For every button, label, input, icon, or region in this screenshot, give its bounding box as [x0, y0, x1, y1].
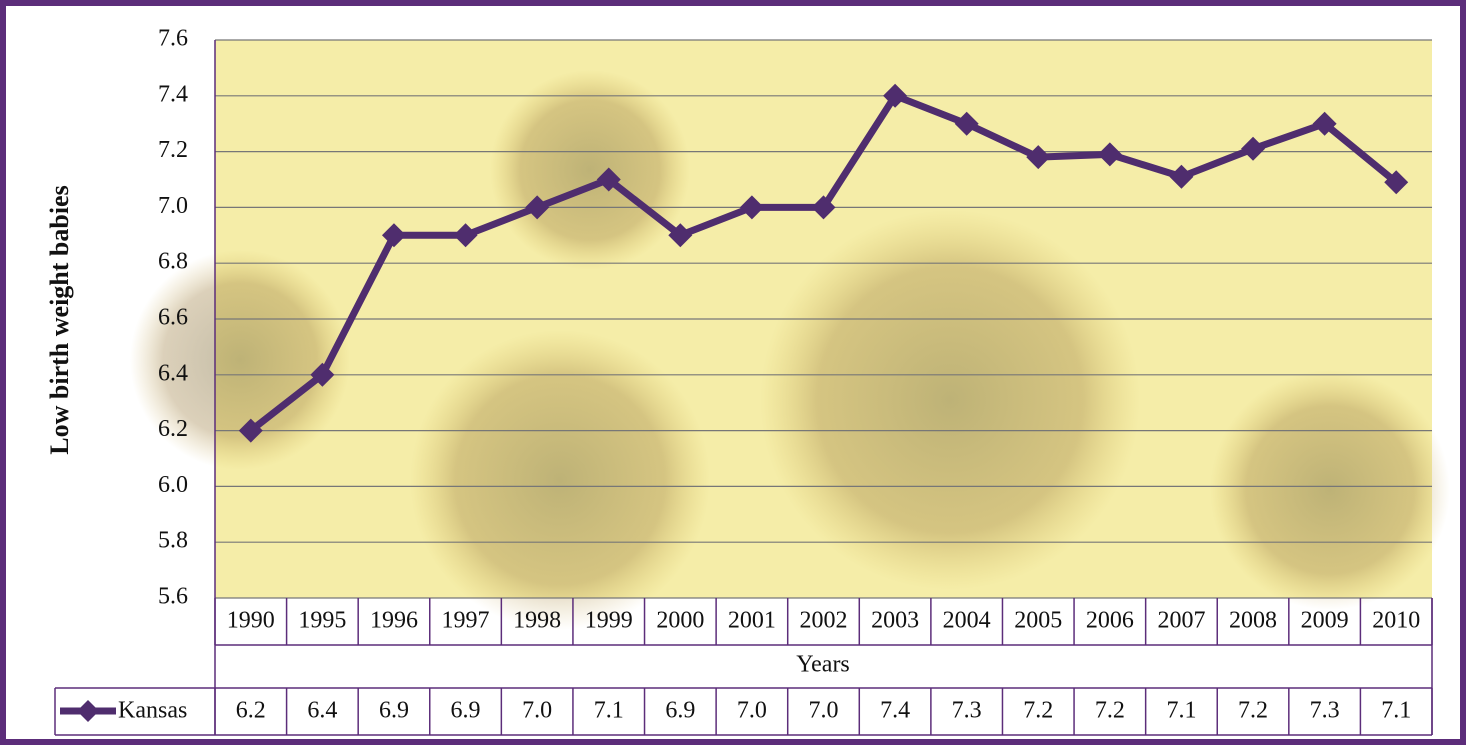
table-value: 7.2: [1238, 698, 1268, 724]
x-tick-label: 2000: [656, 608, 704, 634]
table-value: 7.1: [1381, 698, 1411, 724]
x-tick-label: 2005: [1014, 608, 1062, 634]
x-tick-label: 1990: [227, 608, 275, 634]
table-value: 6.9: [451, 698, 481, 724]
x-tick-label: 1995: [298, 608, 346, 634]
y-tick-label: 7.4: [158, 81, 188, 107]
table-value: 7.0: [522, 698, 552, 724]
table-value: 7.2: [1095, 698, 1125, 724]
x-tick-label: 2008: [1229, 608, 1277, 634]
x-axis-label: Years: [796, 652, 850, 678]
table-value: 7.1: [1166, 698, 1196, 724]
y-tick-label: 7.0: [158, 193, 188, 219]
y-tick-label: 5.8: [158, 528, 188, 554]
x-tick-label: 1999: [585, 608, 633, 634]
table-value: 7.0: [809, 698, 839, 724]
table-value: 6.2: [236, 698, 266, 724]
x-tick-label: 2007: [1157, 608, 1205, 634]
y-tick-label: 6.6: [158, 305, 188, 331]
x-tick-label: 2002: [800, 608, 848, 634]
table-value: 7.3: [1310, 698, 1340, 724]
chart: Low birth weight babies Years Kansas 5.6…: [0, 0, 1468, 746]
table-value: 6.4: [307, 698, 337, 724]
legend-label: Kansas: [118, 698, 187, 724]
y-axis-label: Low birth weight babies: [45, 185, 74, 454]
table-value: 7.3: [952, 698, 982, 724]
table-value: 7.1: [594, 698, 624, 724]
x-tick-label: 2006: [1086, 608, 1134, 634]
x-tick-label: 2001: [728, 608, 776, 634]
y-tick-label: 7.6: [158, 26, 188, 52]
y-tick-label: 6.4: [158, 360, 188, 386]
x-tick-label: 2003: [871, 608, 919, 634]
x-tick-label: 1996: [370, 608, 418, 634]
y-tick-label: 6.2: [158, 416, 188, 442]
y-tick-label: 6.8: [158, 249, 188, 275]
x-tick-label: 2009: [1301, 608, 1349, 634]
y-tick-label: 6.0: [158, 472, 188, 498]
page: Low birth weight babies Years Kansas 5.6…: [0, 0, 1468, 746]
x-tick-label: 1998: [513, 608, 561, 634]
table-value: 7.4: [880, 698, 910, 724]
plot-background: [130, 40, 1450, 630]
table-value: 6.9: [665, 698, 695, 724]
x-tick-label: 1997: [442, 608, 490, 634]
y-tick-label: 7.2: [158, 137, 188, 163]
table-value: 6.9: [379, 698, 409, 724]
table-value: 7.0: [737, 698, 767, 724]
y-tick-label: 5.6: [158, 584, 188, 610]
x-tick-label: 2004: [943, 608, 991, 634]
x-tick-label: 2010: [1372, 608, 1420, 634]
table-value: 7.2: [1023, 698, 1053, 724]
